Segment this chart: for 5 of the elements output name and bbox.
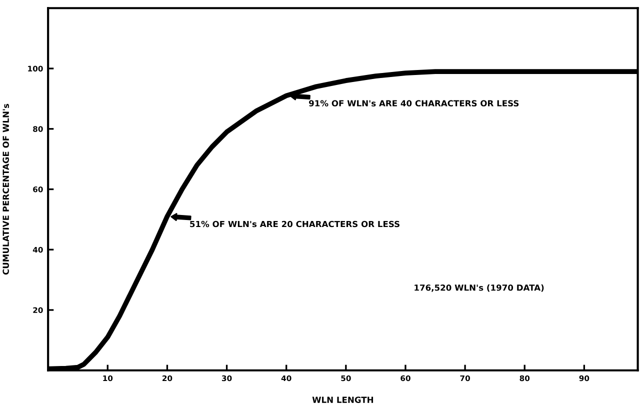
annotation: 176,520 WLN's (1970 DATA) xyxy=(414,284,544,292)
x-axis-title: WLN LENGTH xyxy=(312,396,374,403)
annotation: 91% OF WLN's ARE 40 CHARACTERS OR LESS xyxy=(309,100,519,106)
y-axis-title: CUMULATIVE PERCENTAGE OF WLN's xyxy=(2,104,9,275)
annotation: 51% OF WLN's ARE 20 CHARACTERS OR LESS xyxy=(190,220,400,228)
